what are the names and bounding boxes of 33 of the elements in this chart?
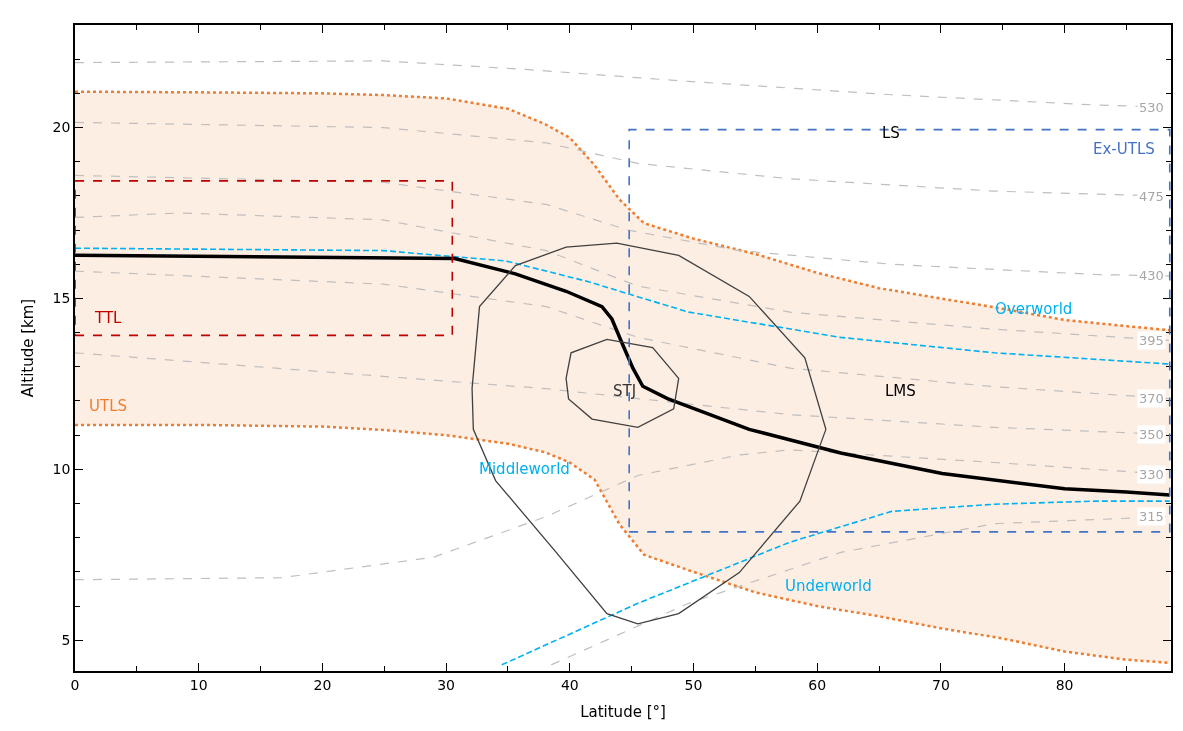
- series-label: 330: [1139, 467, 1164, 482]
- x-tick-label: 80: [1055, 676, 1074, 693]
- line-series: [500, 500, 1171, 666]
- y-tick-label: 5: [61, 632, 71, 649]
- x-tick-label: 50: [684, 676, 703, 693]
- annotation: Ex-UTLS: [1093, 140, 1155, 158]
- y-tick-label: 10: [52, 461, 71, 478]
- series-label: 395: [1139, 333, 1164, 348]
- annotation: TTL: [94, 309, 123, 327]
- annotation: STJ: [613, 382, 637, 400]
- annotation: Overworld: [995, 300, 1073, 318]
- line-series: [75, 247, 1171, 365]
- x-tick-label: 30: [437, 676, 456, 693]
- y-tick-label: 15: [52, 290, 71, 307]
- annotation: UTLS: [89, 397, 128, 415]
- series-label: 370: [1139, 391, 1164, 406]
- series-label: 430: [1139, 268, 1164, 283]
- annotation: LMS: [885, 382, 916, 400]
- x-tick-label: 70: [932, 676, 950, 693]
- y-axis-title: Altitude [km]: [19, 298, 38, 398]
- series-label: 350: [1139, 427, 1164, 442]
- annotation: Underworld: [785, 577, 872, 595]
- series-label: 530: [1139, 100, 1164, 115]
- x-tick-label: 60: [808, 676, 827, 693]
- series-label: 475: [1139, 189, 1164, 204]
- x-tick-label: 0: [70, 676, 80, 693]
- x-tick-label: 10: [189, 676, 208, 693]
- x-axis-title: Latitude [°]: [580, 703, 666, 722]
- annotation: LS: [882, 124, 900, 142]
- series-label: 315: [1139, 509, 1164, 524]
- x-tick-label: 40: [560, 676, 579, 693]
- x-tick-label: 20: [313, 676, 332, 693]
- y-tick-label: 20: [52, 119, 71, 136]
